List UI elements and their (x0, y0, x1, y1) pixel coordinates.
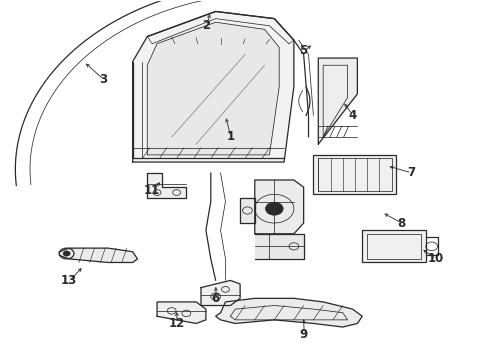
Text: 12: 12 (169, 317, 185, 330)
Bar (314, 155, 396, 194)
Polygon shape (216, 298, 362, 327)
Bar (362, 230, 426, 262)
Polygon shape (201, 280, 240, 306)
Text: 4: 4 (348, 109, 357, 122)
Circle shape (63, 251, 70, 256)
Text: 5: 5 (299, 44, 308, 57)
Text: 13: 13 (61, 274, 77, 287)
Text: 11: 11 (144, 184, 160, 197)
Text: 10: 10 (427, 252, 443, 265)
Polygon shape (147, 22, 279, 155)
Polygon shape (157, 302, 206, 323)
Text: 1: 1 (226, 130, 234, 144)
Polygon shape (318, 58, 357, 144)
Polygon shape (240, 198, 255, 223)
Circle shape (266, 202, 283, 215)
Text: 9: 9 (299, 328, 308, 341)
Text: 2: 2 (202, 19, 210, 32)
Text: 8: 8 (397, 216, 406, 230)
Text: 3: 3 (99, 73, 107, 86)
Text: 7: 7 (407, 166, 415, 179)
Bar (367, 234, 421, 259)
Polygon shape (133, 12, 294, 162)
Polygon shape (59, 248, 138, 262)
Polygon shape (255, 180, 304, 234)
Text: 6: 6 (212, 292, 220, 305)
Polygon shape (147, 173, 186, 198)
Polygon shape (255, 234, 304, 259)
Bar (318, 158, 392, 191)
